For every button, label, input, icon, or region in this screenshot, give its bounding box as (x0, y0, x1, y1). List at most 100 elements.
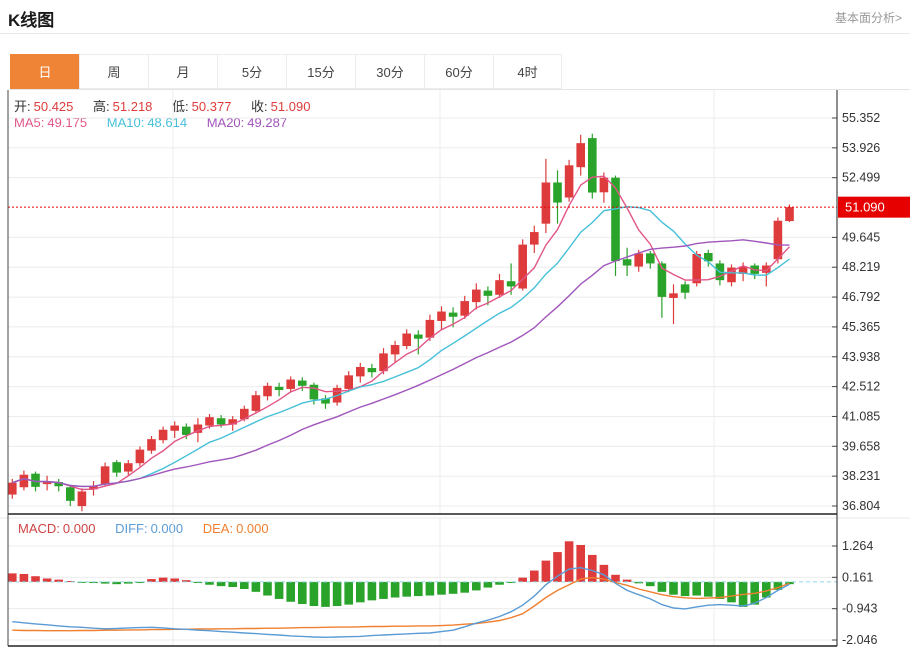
candle-body (483, 290, 493, 296)
candle-body (205, 417, 214, 426)
macd-bar (530, 570, 539, 582)
macd-bar (332, 581, 342, 607)
macd-bar (263, 581, 272, 596)
candle-body (298, 380, 307, 386)
macd-bar (773, 581, 783, 590)
fundamental-analysis-link[interactable]: 基本面分析> (834, 11, 902, 25)
dea-value: 0.000 (236, 521, 269, 536)
macd-bar (42, 578, 52, 582)
price-tick-label: 55.352 (842, 111, 880, 125)
diff-line (12, 566, 790, 639)
tab-4时[interactable]: 4时 (493, 54, 562, 89)
macd-bar (715, 581, 725, 599)
candle-body (263, 385, 272, 397)
ma20-label: MA20: (206, 115, 245, 130)
price-axis-labels: 55.352 53.926 52.499 49.645 48.219 46.792 45.3… (832, 111, 880, 513)
macd-bar (274, 581, 284, 599)
ma5-label: MA5: (14, 115, 45, 130)
macd-bar (8, 573, 17, 582)
candle-body (379, 353, 388, 372)
macd-bar (622, 579, 632, 582)
candle-body (599, 177, 609, 193)
candle-body (390, 345, 400, 355)
macd-bar (31, 576, 40, 582)
candle-body (738, 266, 748, 274)
macd-bar (483, 581, 493, 588)
tab-60分[interactable]: 60分 (424, 54, 493, 89)
ma5-value: 49.175 (47, 115, 88, 130)
tab-30分[interactable]: 30分 (355, 54, 424, 89)
open-label: 开: (14, 99, 31, 114)
macd-bar (646, 581, 655, 587)
price-tick-label: 45.365 (842, 320, 880, 334)
macd-bar (89, 581, 98, 584)
macd-bar (124, 581, 133, 584)
candle-body (240, 408, 249, 420)
macd-bar (66, 581, 75, 583)
tab-周[interactable]: 周 (79, 54, 148, 89)
macd-bar (240, 581, 249, 589)
ma5-line (12, 175, 791, 491)
macd-axis-labels: 1.264 0.161 -0.943 -2.046 (832, 539, 877, 647)
tab-15分[interactable]: 15分 (286, 54, 355, 89)
macd-bar (147, 579, 156, 582)
timeframe-tabbar: 日周月 5分 15分 30分 60分 4时 (10, 54, 910, 90)
candle-body (286, 379, 295, 389)
diff-value: 0.000 (150, 521, 184, 536)
price-tick-label: 43.938 (842, 350, 880, 364)
macd-bar (309, 581, 319, 607)
macd-bar (205, 581, 214, 585)
macd-bar (495, 581, 504, 585)
tab-月[interactable]: 月 (148, 54, 217, 89)
macd-bar (599, 564, 609, 582)
tab-5分[interactable]: 5分 (217, 54, 286, 89)
macd-bar (100, 581, 110, 584)
macd-bar (588, 554, 597, 582)
price-tick-label: 46.792 (842, 290, 880, 304)
low-value: 50.377 (191, 99, 232, 114)
candle-body (564, 165, 574, 198)
macd-bar (379, 581, 388, 599)
macd-bar (182, 580, 191, 582)
macd-bar (564, 541, 574, 582)
tab-日[interactable]: 日 (10, 54, 79, 89)
candle-body (622, 259, 632, 266)
macd-bar (19, 573, 29, 582)
candle-body (170, 425, 179, 431)
candle-body (437, 311, 446, 321)
macd-bar (286, 581, 295, 602)
kline-chart-canvas[interactable]: 51.090 55.352 53.926 52.499 49.645 48.219 46.7… (0, 90, 910, 651)
price-tick-label: 49.645 (842, 230, 880, 244)
macd-bar (611, 574, 620, 582)
macd-bar (634, 581, 643, 584)
macd-label: MACD: (18, 521, 60, 536)
macd-bar (657, 581, 667, 592)
candle-body (553, 182, 562, 203)
candle-body (785, 207, 794, 222)
candle-body (66, 487, 75, 501)
macd-bar (541, 560, 551, 582)
close-value: 51.090 (270, 99, 311, 114)
candle-body (193, 424, 203, 433)
high-value: 51.218 (112, 99, 153, 114)
candle-body (506, 281, 516, 287)
macd-bar (54, 579, 63, 582)
macd-tick-label: 0.161 (842, 570, 873, 584)
price-tick-label: 48.219 (842, 260, 880, 274)
candle-body (773, 220, 783, 260)
macd-bar (680, 581, 690, 597)
macd-bar (704, 581, 713, 597)
open-value: 50.425 (33, 99, 74, 114)
macd-bar (193, 581, 203, 584)
macd-legend: MACD: 0.000 DIFF: 0.000 DEA: 0.000 (18, 521, 272, 536)
price-tick-label: 36.804 (842, 499, 880, 513)
page-title: K线图 (8, 11, 55, 30)
macd-bar (785, 581, 794, 585)
candle-body (657, 263, 667, 297)
macd-tick-label: 1.264 (842, 539, 873, 553)
macd-bar (228, 581, 237, 588)
macd-bar (762, 581, 771, 598)
macd-bar (135, 581, 145, 584)
candle-body (216, 418, 226, 425)
